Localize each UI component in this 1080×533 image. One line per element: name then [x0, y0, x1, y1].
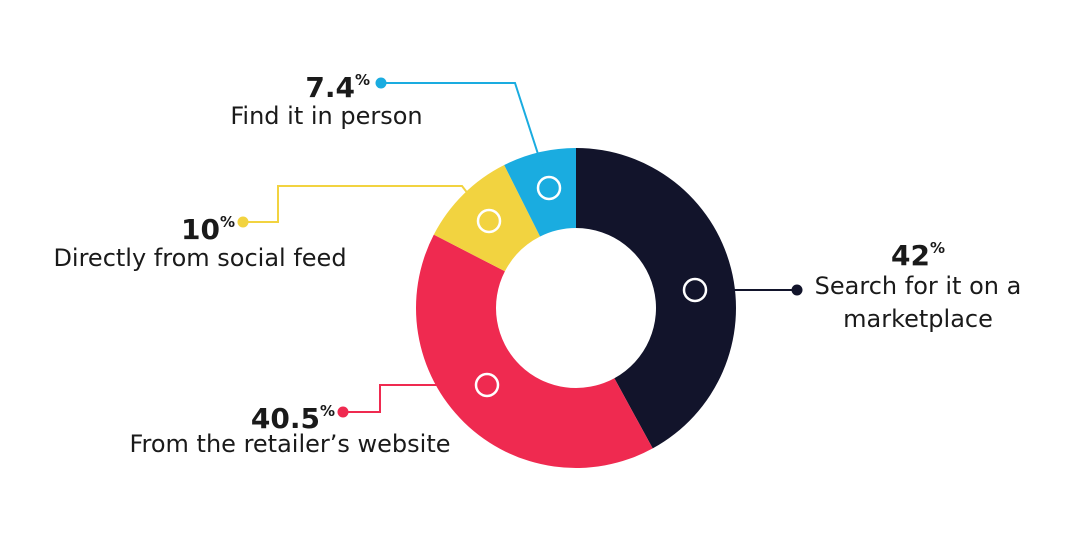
value-number: 42 — [891, 239, 930, 272]
leader-marker — [476, 208, 502, 234]
value-number: 7.4 — [305, 71, 355, 104]
category-label: From the retailer’s website — [129, 430, 451, 458]
leader-dot — [237, 216, 249, 228]
donut-segment — [576, 148, 736, 449]
value-unit: % — [354, 71, 370, 89]
category-label: Find it in person — [230, 102, 423, 130]
category-label: Directly from social feed — [53, 244, 347, 272]
donut-segment — [416, 234, 653, 468]
leader-line — [381, 82, 550, 189]
leader-dot — [337, 406, 349, 418]
leader-marker — [474, 372, 500, 398]
category-label: Search for it on a marketplace — [814, 272, 1022, 333]
leader-dot — [375, 77, 387, 89]
value-unit: % — [319, 402, 335, 420]
leader-marker — [682, 277, 708, 303]
value-label: 7.4% — [220, 64, 370, 104]
value-number: 40.5 — [250, 402, 320, 435]
leader-marker — [536, 175, 562, 201]
value-label: 10% — [120, 206, 235, 246]
leader-line — [243, 185, 490, 223]
value-unit: % — [929, 239, 945, 257]
leader-line — [343, 384, 487, 413]
value-number: 10 — [181, 213, 220, 246]
value-unit: % — [219, 213, 235, 231]
value-label: 42% — [838, 232, 998, 272]
value-label: 40.5% — [180, 395, 335, 435]
leader-dot — [791, 284, 803, 296]
